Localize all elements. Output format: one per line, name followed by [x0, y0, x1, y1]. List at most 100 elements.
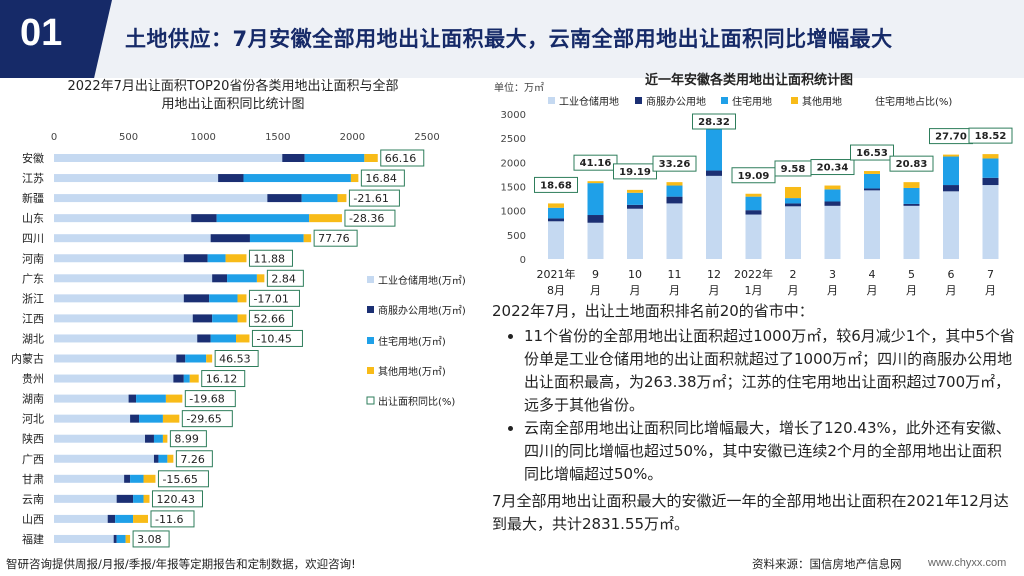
x-tick-label: 0 — [51, 132, 57, 143]
bar-residential — [627, 192, 643, 205]
legend-swatch — [721, 97, 728, 104]
yoy-label: -21.61 — [353, 192, 388, 205]
bar-other — [189, 374, 199, 383]
bar-other — [824, 185, 841, 190]
bar-residential — [903, 187, 920, 204]
bar-residential — [666, 185, 683, 197]
yoy-label: 7.26 — [180, 453, 205, 466]
bar-industrial — [943, 191, 959, 259]
bar-commercial — [267, 194, 302, 203]
bar-other — [162, 434, 168, 443]
x-tick-label: 3 — [829, 268, 836, 281]
bar-industrial — [54, 314, 193, 323]
x-tick-label: 2021年 — [537, 267, 576, 281]
share-label-box — [968, 127, 1013, 144]
share-label: 19.09 — [738, 171, 770, 182]
category-label: 甘肃 — [22, 473, 44, 486]
yoy-label: 11.88 — [253, 252, 285, 265]
bar-industrial — [903, 205, 920, 259]
yoy-label-box — [380, 149, 425, 167]
yoy-label-box — [251, 329, 303, 347]
bar-industrial — [54, 274, 213, 283]
bar-commercial — [824, 201, 841, 206]
bar-industrial — [54, 514, 108, 523]
category-label: 浙江 — [22, 292, 44, 305]
bar-commercial — [113, 534, 117, 543]
legend-label: 其他用地 — [802, 95, 842, 108]
bar-commercial — [124, 474, 131, 483]
category-label: 湖北 — [22, 332, 44, 345]
bar-commercial — [128, 394, 137, 403]
y-tick-label: 1500 — [501, 183, 526, 194]
category-label: 河北 — [22, 413, 44, 426]
category-label: 四川 — [22, 232, 44, 245]
site-url: www.chyxx.com — [928, 557, 1007, 569]
bar-other — [309, 214, 342, 223]
bar-industrial — [548, 221, 564, 259]
bar-other — [548, 203, 564, 208]
bar-other — [167, 454, 174, 463]
bar-industrial — [785, 206, 801, 259]
x-tick-label: 6 — [948, 268, 955, 281]
x-tick-label: 月 — [709, 284, 720, 297]
legend-swatch — [367, 337, 374, 344]
legend-label: 其他用地(万㎡) — [378, 365, 446, 378]
bar-residential — [153, 434, 163, 443]
x-tick-label: 月 — [985, 284, 996, 297]
category-label: 新疆 — [22, 191, 44, 205]
bar-residential — [158, 454, 168, 463]
bar-industrial — [54, 234, 211, 243]
bar-industrial — [54, 194, 268, 203]
bar-industrial — [824, 205, 841, 259]
category-label: 江苏 — [22, 172, 44, 185]
bar-other — [864, 171, 880, 174]
bar-commercial — [210, 234, 250, 243]
yoy-label: 52.66 — [253, 312, 285, 325]
bar-industrial — [745, 214, 762, 259]
legend-swatch — [366, 396, 375, 405]
yoy-label-box — [348, 189, 400, 207]
bar-commercial — [183, 294, 210, 303]
chart-title: 2022年7月出让面积TOP20省份各类用地出让面积与全部 — [68, 78, 399, 94]
bar-residential — [824, 189, 841, 202]
share-label: 28.32 — [698, 117, 730, 128]
yoy-label-box — [313, 229, 358, 247]
bar-residential — [249, 234, 304, 243]
bar-commercial — [864, 188, 880, 191]
legend-label: 商服办公用地 — [646, 95, 706, 108]
x-tick-label: 7 — [987, 268, 994, 281]
x-tick-label: 2000 — [340, 132, 365, 143]
x-tick-label: 5 — [908, 268, 915, 281]
x-tick-label: 月 — [669, 284, 680, 297]
share-label-box — [810, 159, 855, 176]
bar-other — [237, 294, 247, 303]
category-label: 广东 — [22, 272, 44, 285]
yoy-label-box — [169, 430, 207, 448]
yoy-label: -28.36 — [349, 212, 384, 225]
bar-commercial — [173, 374, 184, 383]
yoy-label: -15.65 — [162, 473, 197, 486]
bar-residential — [116, 534, 126, 543]
bar-other — [143, 474, 156, 483]
bar-industrial — [54, 434, 146, 443]
x-tick-label: 月 — [867, 284, 878, 297]
bar-commercial — [212, 274, 228, 283]
bar-commercial — [191, 214, 217, 223]
x-tick-label: 月 — [946, 284, 957, 297]
legend-label: 住宅用地(万㎡) — [378, 335, 446, 348]
section-number-badge — [0, 0, 112, 78]
province-stacked-bar-chart: 2022年7月出让面积TOP20省份各类用地出让面积与全部用地出让面积同比统计图… — [11, 78, 466, 548]
bar-commercial — [153, 454, 159, 463]
bar-industrial — [54, 474, 125, 483]
bar-industrial — [54, 354, 177, 363]
analysis-bullet: 云南全部用地出让面积同比增幅最大，增长了120.43%，此外还有安徽、四川的同比… — [524, 417, 1016, 486]
bar-other — [125, 534, 131, 543]
x-tick-label: 2500 — [414, 132, 439, 143]
analysis-bullet: 11个省份的全部用地出让面积超过1000万㎡，较6月减少1个，其中5个省份单是工… — [524, 325, 1016, 417]
share-label: 20.83 — [896, 159, 928, 170]
share-label: 27.70 — [935, 132, 967, 143]
analysis-text: 2022年7月，出让土地面积排名前20的省市中： 11个省份的全部用地出让面积超… — [492, 300, 1016, 536]
x-tick-label: 2 — [790, 268, 797, 281]
bar-commercial — [218, 174, 244, 183]
yoy-label: -29.65 — [186, 413, 221, 426]
